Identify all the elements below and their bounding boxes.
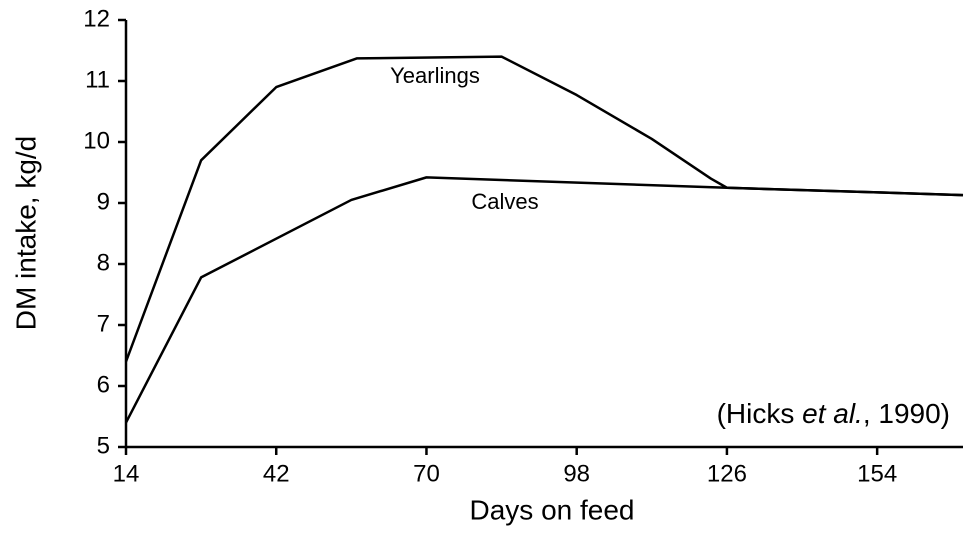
y-tick-label: 5 bbox=[97, 432, 110, 459]
y-tick-label: 8 bbox=[97, 249, 110, 276]
x-axis-label: Days on feed bbox=[470, 494, 635, 525]
x-tick-label: 70 bbox=[413, 460, 440, 487]
annotation-part: , 1990) bbox=[863, 398, 950, 429]
annotation-part: (Hicks bbox=[717, 398, 803, 429]
series-line bbox=[124, 176, 964, 424]
y-tick-label: 9 bbox=[97, 188, 110, 215]
y-tick-label: 11 bbox=[85, 66, 110, 93]
y-tick-label: 7 bbox=[97, 310, 110, 337]
x-tick-label: 126 bbox=[707, 460, 747, 487]
series-line bbox=[124, 55, 964, 363]
x-tick-label: 98 bbox=[563, 460, 590, 487]
series-label: Calves bbox=[471, 189, 538, 214]
series-label: Yearlings bbox=[390, 63, 480, 88]
y-axis-label: DM intake, kg/d bbox=[10, 136, 41, 331]
x-tick-label: 154 bbox=[857, 460, 897, 487]
x-tick-label: 14 bbox=[113, 460, 140, 487]
x-tick-label: 42 bbox=[263, 460, 290, 487]
annotation: (Hicks et al., 1990) bbox=[717, 398, 950, 429]
y-tick-label: 10 bbox=[83, 127, 110, 154]
annotation-part: et al. bbox=[802, 398, 863, 429]
y-tick-label: 12 bbox=[83, 5, 110, 32]
y-tick-label: 6 bbox=[97, 371, 110, 398]
